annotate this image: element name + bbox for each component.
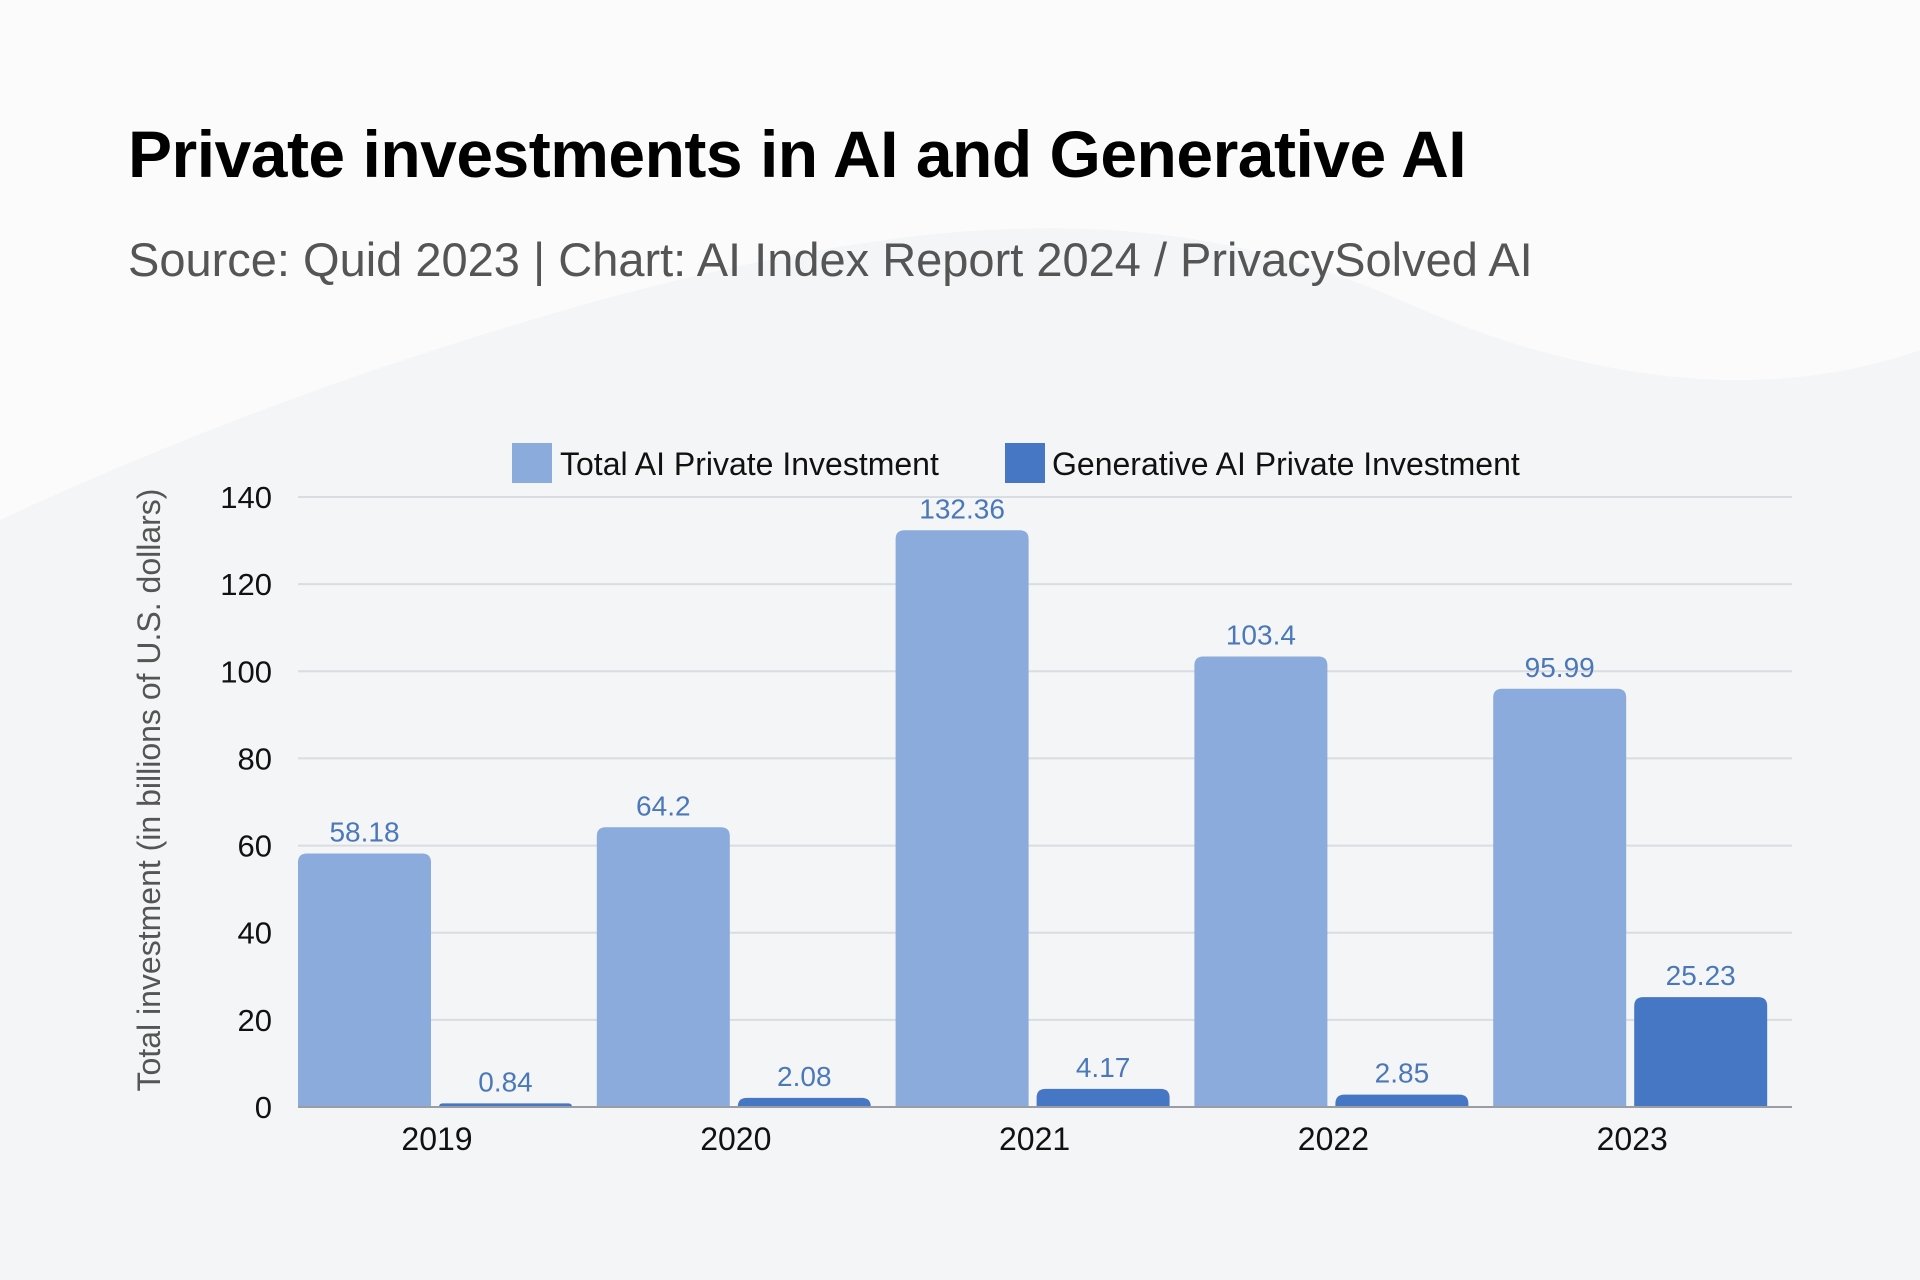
x-tick-label: 2023 <box>1597 1121 1668 1157</box>
bars <box>298 530 1768 1107</box>
y-tick-label: 120 <box>220 567 272 602</box>
legend-swatch-generative <box>1005 443 1045 483</box>
y-tick-label: 80 <box>238 741 272 776</box>
y-tick-label: 0 <box>255 1090 272 1125</box>
value-labels: 58.18 0.84 64.2 2.08 132.36 4.17 103.4 2.85 95.9… <box>329 493 1735 1097</box>
bar-generative-2020 <box>737 1097 871 1107</box>
y-tick-label: 20 <box>238 1003 272 1038</box>
bar-total-2021 <box>895 530 1029 1107</box>
x-tick-label: 2022 <box>1298 1121 1369 1157</box>
bar-total-2020 <box>596 827 730 1107</box>
y-tick-label: 140 <box>220 480 272 515</box>
bar-total-2023 <box>1493 688 1627 1107</box>
x-axis-ticks: 2019 2020 2021 2022 2023 <box>401 1121 1667 1157</box>
value-label: 0.84 <box>478 1066 533 1097</box>
y-tick-label: 100 <box>220 654 272 689</box>
value-label: 25.23 <box>1666 960 1736 991</box>
legend-label-generative: Generative AI Private Investment <box>1052 446 1520 482</box>
x-tick-label: 2019 <box>401 1121 472 1157</box>
value-label: 2.85 <box>1375 1058 1430 1089</box>
bar-total-2019 <box>298 853 431 1107</box>
bar-total-2022 <box>1194 656 1328 1107</box>
value-label: 4.17 <box>1076 1052 1131 1083</box>
y-tick-label: 60 <box>238 829 272 864</box>
chart-title: Private investments in AI and Generative… <box>128 117 1467 191</box>
legend-label-total: Total AI Private Investment <box>560 446 939 482</box>
value-label: 95.99 <box>1525 652 1595 683</box>
y-axis-title: Total investment (in billions of U.S. do… <box>131 489 167 1092</box>
chart-subtitle: Source: Quid 2023 | Chart: AI Index Repo… <box>128 233 1533 286</box>
value-label: 103.4 <box>1226 619 1296 650</box>
legend-swatch-total <box>512 443 552 483</box>
legend: Total AI Private Investment Generative A… <box>512 443 1520 483</box>
y-tick-label: 40 <box>238 916 272 951</box>
value-label: 132.36 <box>919 493 1005 524</box>
value-label: 64.2 <box>636 790 691 821</box>
bar-generative-2022 <box>1335 1094 1469 1107</box>
x-tick-label: 2021 <box>999 1121 1070 1157</box>
bar-generative-2023 <box>1634 997 1768 1107</box>
value-label: 2.08 <box>777 1061 832 1092</box>
bar-generative-2021 <box>1036 1088 1170 1107</box>
y-axis-ticks: 0 20 40 60 80 100 120 140 <box>220 480 272 1125</box>
x-tick-label: 2020 <box>700 1121 771 1157</box>
value-label: 58.18 <box>329 817 399 848</box>
